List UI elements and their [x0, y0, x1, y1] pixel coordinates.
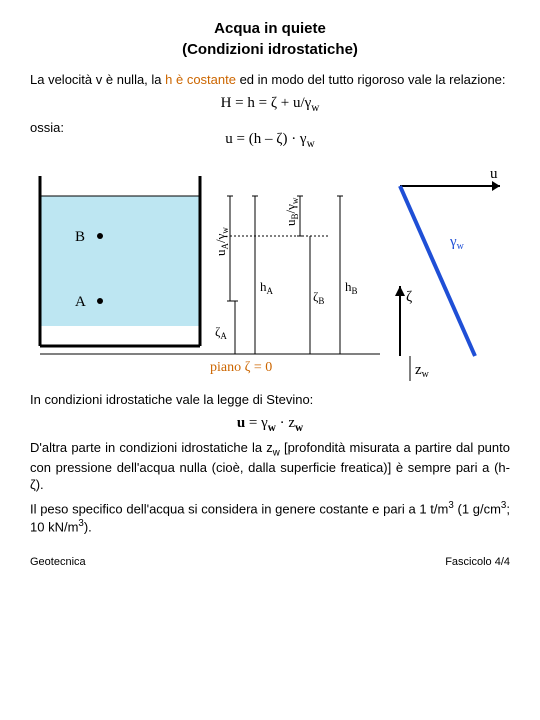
page-footer: Geotecnica Fascicolo 4/4: [30, 556, 510, 568]
equation-2: u = (h – ζ) · γw: [30, 131, 510, 150]
page-title: Acqua in quiete: [30, 20, 510, 37]
label-hA: hA: [260, 279, 274, 296]
label-gammaw: γw: [449, 234, 465, 252]
page-subtitle: (Condizioni idrostatiche): [30, 41, 510, 58]
footer-left: Geotecnica: [30, 556, 86, 568]
footer-right: Fascicolo 4/4: [445, 556, 510, 568]
label-piano: piano ζ = 0: [210, 360, 272, 375]
label-hB: hB: [345, 279, 358, 296]
eq3-u: u: [237, 415, 245, 431]
paragraph-2: In condizioni idrostatiche vale la legge…: [30, 392, 510, 409]
equation-1: H = h = ζ + u/γw: [30, 95, 510, 114]
label-A: A: [75, 294, 86, 310]
para1-a: La velocità v è nulla, la: [30, 72, 165, 87]
label-u-axis: u: [490, 166, 498, 182]
eq2-sub: w: [307, 138, 315, 150]
paragraph-3: D'altra parte in condizioni idrostatiche…: [30, 440, 510, 494]
label-B: B: [75, 229, 85, 245]
label-zeta-axis: ζ: [406, 289, 412, 305]
label-zw: zw: [415, 362, 430, 380]
eq3-mid: = γ: [245, 415, 268, 431]
eq1-text: H = h = ζ + u/γ: [221, 95, 312, 111]
paragraph-4: Il peso specifico dell'acqua si consider…: [30, 500, 510, 536]
para1-b: ed in modo del tutto rigoroso vale la re…: [236, 72, 506, 87]
eq3-sub1: w: [268, 422, 276, 434]
eq1-sub: w: [311, 102, 319, 114]
para1-h: h è costante: [165, 72, 236, 87]
equation-3: u = γw · zw: [30, 415, 510, 434]
label-uB-gw: uB/γw: [283, 197, 300, 226]
label-zetaA: ζA: [215, 324, 227, 341]
eq3-dot: · z: [276, 415, 295, 431]
label-zetaB: ζB: [313, 289, 324, 306]
paragraph-1: La velocità v è nulla, la h è costante e…: [30, 72, 510, 89]
hydrostatic-diagram: B A uA/γw hA ζA uB/γw ζB hB u ζ γw zw pi…: [30, 156, 510, 386]
eq3-sub2: w: [295, 422, 303, 434]
label-uA-gw: uA/γw: [213, 226, 230, 255]
eq2-text: u = (h – ζ) · γ: [225, 131, 306, 147]
